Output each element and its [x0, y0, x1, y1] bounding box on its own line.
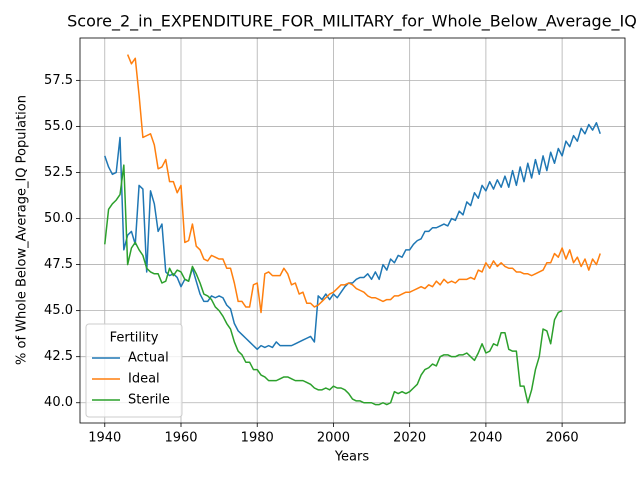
legend-title: Fertility	[110, 331, 159, 346]
y-tick-label: 50.0	[44, 211, 73, 226]
y-tick-label: 47.5	[44, 257, 73, 272]
y-tick-label: 52.5	[44, 165, 73, 180]
plot-frame	[79, 37, 626, 424]
chart-title: Score_2_in_EXPENDITURE_FOR_MILITARY_for_…	[67, 12, 637, 32]
x-tick-label: 2000	[317, 431, 350, 446]
x-tick-label: 2020	[393, 431, 426, 446]
y-tick-label: 40.0	[44, 395, 73, 410]
data-line	[104, 164, 563, 406]
legend-label: Actual	[128, 351, 169, 366]
data-line	[126, 54, 601, 314]
y-tick-label: 42.5	[44, 349, 73, 364]
x-tick-label: 1980	[241, 431, 274, 446]
x-axis-label: Years	[334, 450, 370, 465]
y-tick-label: 45.0	[44, 303, 73, 318]
x-tick-label: 2060	[546, 431, 579, 446]
y-axis-label: % of Whole Below_Average_IQ Population	[15, 95, 30, 365]
x-tick-label: 1940	[88, 431, 121, 446]
legend-label: Ideal	[128, 372, 160, 387]
y-tick-label: 57.5	[44, 73, 73, 88]
legend-label: Sterile	[128, 393, 170, 408]
data-line	[104, 121, 601, 351]
x-tick-label: 2040	[469, 431, 502, 446]
x-tick-label: 1960	[164, 431, 197, 446]
legend: Fertility Actual Ideal Sterile	[85, 323, 183, 418]
legend-box	[85, 323, 183, 418]
y-tick-label: 55.0	[44, 119, 73, 134]
